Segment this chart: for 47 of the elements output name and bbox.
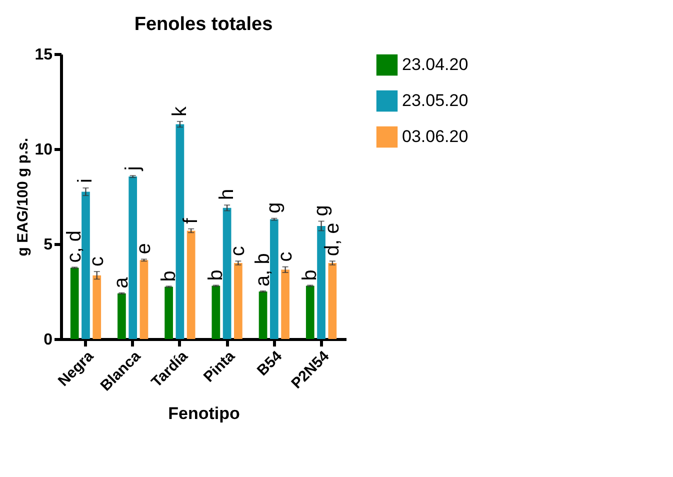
x-axis-title: Fenotipo	[168, 404, 240, 423]
annotation: i	[74, 178, 97, 183]
annotation: e	[132, 243, 155, 254]
annotation: g	[263, 202, 286, 214]
bar	[328, 263, 337, 339]
bar	[234, 263, 242, 339]
bar	[258, 292, 268, 339]
annotation: b	[158, 270, 180, 282]
bar	[222, 208, 232, 339]
bar	[212, 286, 220, 339]
y-axis-title: g EAG/100 g p.s.	[14, 138, 32, 256]
bar	[164, 286, 173, 339]
bar	[128, 176, 138, 339]
bar	[186, 230, 196, 339]
y-tick-label: 0	[44, 332, 53, 348]
y-tick-label: 5	[44, 236, 53, 254]
annotation: b	[299, 270, 322, 281]
y-tick-label: 10	[34, 142, 53, 158]
annotation: d, e	[321, 222, 344, 256]
annotation: g	[310, 205, 332, 216]
annotation: h	[216, 188, 238, 200]
legend-label: 03.06.20	[402, 127, 468, 146]
bar	[70, 268, 79, 339]
annotation: j	[122, 166, 144, 172]
annotation: c	[86, 256, 108, 267]
annotation: c	[227, 246, 250, 256]
x-tick-label: B54	[254, 347, 286, 380]
legend-label: 23.05.20	[402, 91, 468, 110]
bar	[176, 124, 184, 339]
annotation: b	[204, 270, 227, 281]
annotation: c, d	[64, 230, 86, 263]
y-tick-label: 15	[34, 46, 53, 64]
bar	[317, 226, 326, 339]
chart-title: Fenoles totales	[134, 14, 273, 35]
bar	[92, 275, 102, 339]
bar	[281, 270, 290, 339]
annotation: a	[110, 276, 133, 288]
legend-label: 23.04.20	[402, 55, 468, 74]
annotation: k	[168, 105, 191, 116]
bar	[270, 219, 278, 339]
bar	[306, 286, 314, 339]
bar	[118, 293, 126, 339]
bar	[82, 192, 90, 339]
bar	[140, 260, 148, 339]
annotation: f	[180, 218, 202, 224]
annotation: a, b	[252, 253, 274, 286]
annotation: c	[274, 252, 296, 262]
